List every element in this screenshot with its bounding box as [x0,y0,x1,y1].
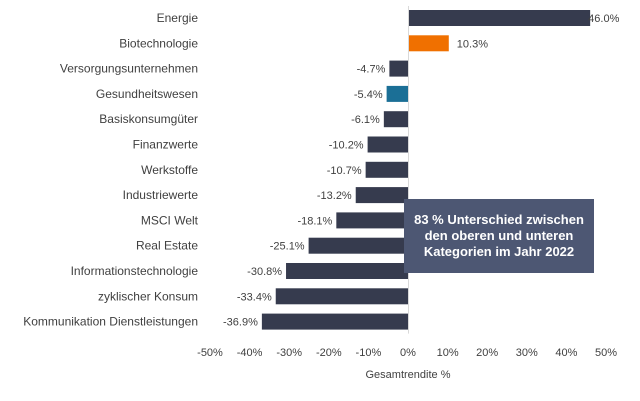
category-label: Gesundheitswesen [96,87,198,101]
x-tick-label: 40% [555,347,577,359]
value-label: -30.8% [247,266,282,278]
value-label: -6.1% [351,114,380,126]
x-tick-label: 50% [595,347,617,359]
bar [367,136,408,153]
bar [308,237,408,254]
category-label: zyklischer Konsum [98,289,198,303]
bar [355,187,408,204]
x-tick-labels: -50% -40% -30% -20% -10% 0% 10% 20% 30% 40% 50% [197,347,617,359]
value-label: -13.2% [317,190,352,202]
bar [261,313,408,330]
bar [386,85,408,102]
value-label: -18.1% [297,215,332,227]
value-label: -33.4% [237,291,272,303]
x-tick-label: 10% [437,347,459,359]
value-label: -10.7% [327,165,362,177]
category-label: Basiskonsumgüter [99,112,198,126]
x-axis-title: Gesamtrendite % [366,369,451,381]
category-label: Informationstechnologie [71,264,199,278]
x-tick-label: -40% [237,347,263,359]
bar [389,60,408,77]
value-label: -10.2% [329,140,364,152]
bar [336,212,408,229]
bar [408,35,449,52]
bar [286,263,408,279]
value-labels: 46.0% 10.3% -4.7% -5.4% -6.1% -10.2% -10.7% -13… [223,13,620,329]
category-label: Biotechnologie [119,36,198,50]
category-label: Real Estate [136,239,198,253]
x-tick-label: -20% [316,347,342,359]
bars-group [261,10,591,330]
x-tick-label: 20% [476,347,498,359]
bar [365,161,408,178]
bar [275,288,408,305]
value-label: -5.4% [354,89,383,101]
value-label: -4.7% [357,64,386,76]
x-tick-label: -50% [197,347,223,359]
x-tick-label: 30% [516,347,538,359]
category-label: Kommunikation Dienstleistungen [23,315,198,329]
category-label: Versorgungsunternehmen [60,62,198,76]
x-tick-label: -10% [356,347,382,359]
x-tick-label: -30% [276,347,302,359]
category-label: Finanzwerte [133,138,199,152]
category-label: MSCI Welt [141,213,199,227]
bar [383,111,408,128]
annotation-callout: 83 % Unterschied zwischen den oberen und… [404,199,594,273]
value-label: 10.3% [457,38,488,50]
value-label: 46.0% [588,13,619,25]
category-label: Industriewerte [123,188,199,202]
value-label: -36.9% [223,317,258,329]
value-label: -25.1% [270,241,305,253]
bar [408,10,591,26]
x-tick-label: 0% [400,347,416,359]
category-labels: Energie Biotechnologie Versorgungsunterneh… [23,11,198,329]
category-label: Werkstoffe [141,163,198,177]
category-label: Energie [157,11,199,25]
